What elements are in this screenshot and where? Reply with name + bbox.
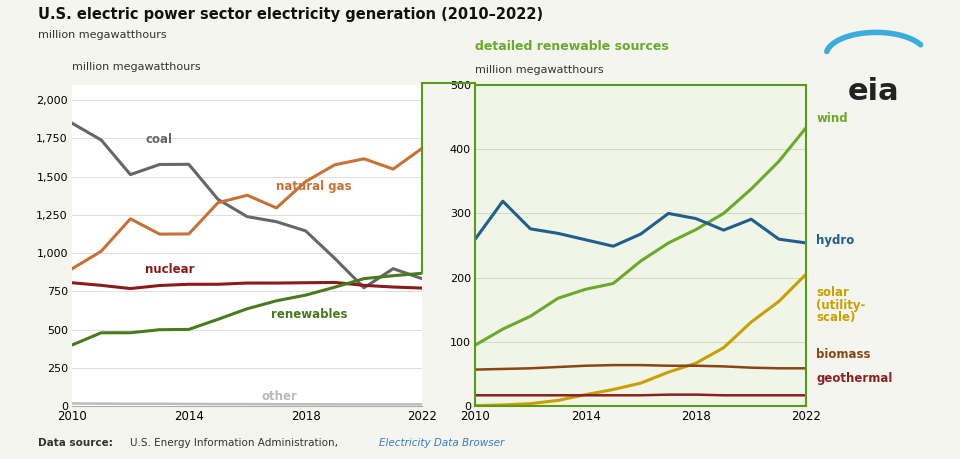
Text: wind: wind (816, 112, 848, 125)
Text: coal: coal (145, 133, 172, 146)
Text: million megawatthours: million megawatthours (72, 62, 201, 72)
Text: geothermal: geothermal (816, 372, 893, 386)
Text: biomass: biomass (816, 348, 871, 361)
Text: renewables: renewables (271, 308, 348, 321)
Text: natural gas: natural gas (276, 180, 352, 194)
Text: Data source:: Data source: (38, 437, 113, 448)
Text: U.S. electric power sector electricity generation (2010–2022): U.S. electric power sector electricity g… (38, 7, 543, 22)
Text: U.S. Energy Information Administration,: U.S. Energy Information Administration, (130, 437, 338, 448)
Text: other: other (262, 391, 298, 403)
Text: solar: solar (816, 285, 850, 299)
Text: scale): scale) (816, 311, 855, 325)
Text: Electricity Data Browser: Electricity Data Browser (379, 437, 504, 448)
Text: detailed renewable sources: detailed renewable sources (475, 40, 669, 53)
Text: eia: eia (848, 77, 900, 106)
Text: million megawatthours: million megawatthours (38, 30, 167, 40)
Text: hydro: hydro (816, 234, 854, 247)
Text: million megawatthours: million megawatthours (475, 65, 604, 75)
Text: (utility-: (utility- (816, 298, 866, 312)
Text: nuclear: nuclear (145, 263, 195, 276)
